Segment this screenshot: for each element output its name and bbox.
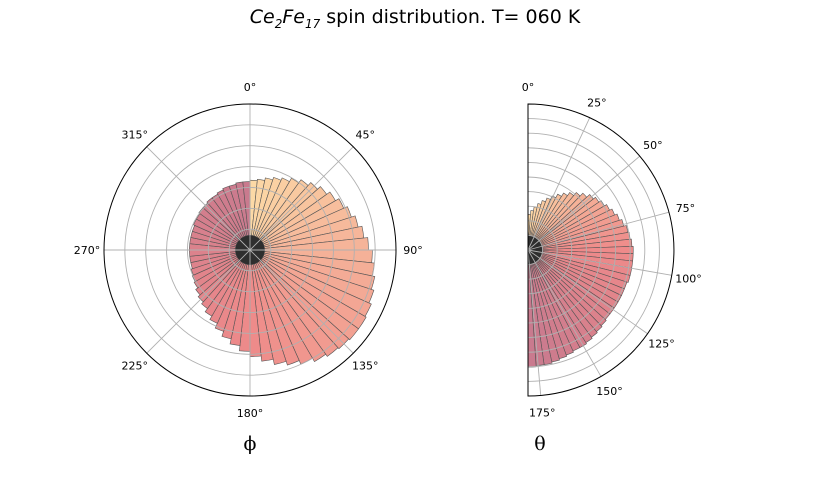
phi-histogram-spoke-3 bbox=[249, 249, 354, 354]
theta-histogram-spoke-2 bbox=[527, 155, 641, 251]
theta-histogram-ring-6 bbox=[527, 161, 617, 339]
theta-histogram-tick-label-3: 75° bbox=[676, 202, 696, 215]
phi-histogram-tick-label-7: 315° bbox=[121, 129, 148, 142]
theta-histogram-tick-label-2: 50° bbox=[643, 139, 663, 152]
phi-polar-plot: 0° 45° 90° 135° 180° 225° 270° 315° ϕ bbox=[74, 81, 423, 455]
theta-polar-plot: 0° 25° 50° 75° 100° 125° 150° 175° θ bbox=[522, 81, 702, 455]
phi-histogram-tick-label-2: 90° bbox=[403, 244, 423, 257]
phi-histogram-tick-label-4: 180° bbox=[237, 407, 264, 420]
theta-histogram-ring-9 bbox=[527, 118, 660, 382]
theta-histogram-spoke-5 bbox=[527, 249, 648, 335]
theta-histogram-tick-label-7: 175° bbox=[529, 406, 556, 419]
chart-title: Ce2Fe17 spin distribution. T= 060 K bbox=[249, 6, 581, 31]
theta-histogram-tick-label-1: 25° bbox=[587, 96, 607, 109]
phi-histogram-spoke-5 bbox=[146, 249, 251, 354]
theta-histogram-ring-5 bbox=[527, 176, 602, 324]
phi-histogram-tick-label-5: 225° bbox=[121, 359, 148, 372]
theta-histogram-spoke-3 bbox=[527, 211, 670, 251]
phi-histogram-axis-label: ϕ bbox=[244, 433, 257, 455]
phi-histogram-spoke-7 bbox=[146, 146, 251, 251]
phi-histogram-tick-label-3: 135° bbox=[352, 359, 379, 372]
theta-histogram-ring-1 bbox=[527, 234, 543, 266]
theta-histogram-axis-label: θ bbox=[534, 433, 545, 455]
theta-histogram-tick-label-6: 150° bbox=[596, 385, 623, 398]
theta-histogram-tick-label-0: 0° bbox=[522, 81, 535, 94]
theta-histogram-tick-label-5: 125° bbox=[648, 337, 675, 350]
theta-histogram-ring-4 bbox=[527, 191, 587, 309]
phi-histogram-tick-label-6: 270° bbox=[74, 244, 101, 257]
theta-histogram-spoke-6 bbox=[527, 249, 602, 377]
theta-histogram-spoke-7 bbox=[527, 249, 542, 396]
phi-histogram-spine bbox=[103, 103, 397, 397]
phi-histogram-tick-label-1: 45° bbox=[356, 129, 376, 142]
theta-histogram-tick-label-4: 100° bbox=[675, 272, 702, 285]
theta-histogram-ring-8 bbox=[527, 132, 646, 368]
theta-histogram-ring-7 bbox=[527, 147, 631, 353]
theta-histogram-spoke-4 bbox=[527, 249, 672, 276]
theta-histogram-spoke-1 bbox=[527, 117, 591, 251]
theta-histogram-spine bbox=[527, 103, 675, 397]
phi-histogram-spoke-1 bbox=[249, 146, 354, 251]
phi-histogram-tick-label-0: 0° bbox=[244, 81, 257, 94]
